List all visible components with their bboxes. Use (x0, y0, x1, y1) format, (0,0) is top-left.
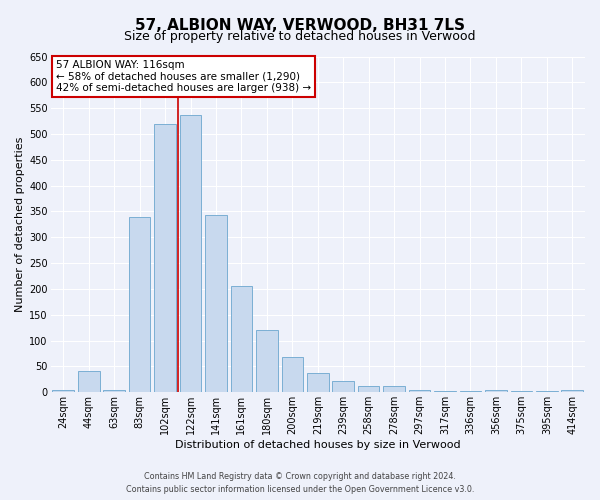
Text: Size of property relative to detached houses in Verwood: Size of property relative to detached ho… (124, 30, 476, 43)
Bar (103, 390, 125, 392)
Bar (129, 216, 151, 392)
Bar (383, 386, 405, 392)
Bar (230, 286, 252, 393)
Bar (205, 215, 227, 392)
Bar (180, 115, 202, 392)
Bar (154, 124, 176, 392)
Bar (52, 390, 74, 392)
Bar (409, 390, 430, 392)
Bar (256, 330, 278, 392)
Bar (562, 390, 583, 392)
Bar (485, 390, 507, 392)
Text: Contains HM Land Registry data © Crown copyright and database right 2024.
Contai: Contains HM Land Registry data © Crown c… (126, 472, 474, 494)
X-axis label: Distribution of detached houses by size in Verwood: Distribution of detached houses by size … (175, 440, 461, 450)
Text: 57 ALBION WAY: 116sqm
← 58% of detached houses are smaller (1,290)
42% of semi-d: 57 ALBION WAY: 116sqm ← 58% of detached … (56, 60, 311, 93)
Y-axis label: Number of detached properties: Number of detached properties (15, 136, 25, 312)
Bar (281, 357, 303, 392)
Bar (332, 381, 354, 392)
Bar (78, 370, 100, 392)
Bar (358, 386, 379, 392)
Text: 57, ALBION WAY, VERWOOD, BH31 7LS: 57, ALBION WAY, VERWOOD, BH31 7LS (135, 18, 465, 32)
Bar (307, 372, 329, 392)
